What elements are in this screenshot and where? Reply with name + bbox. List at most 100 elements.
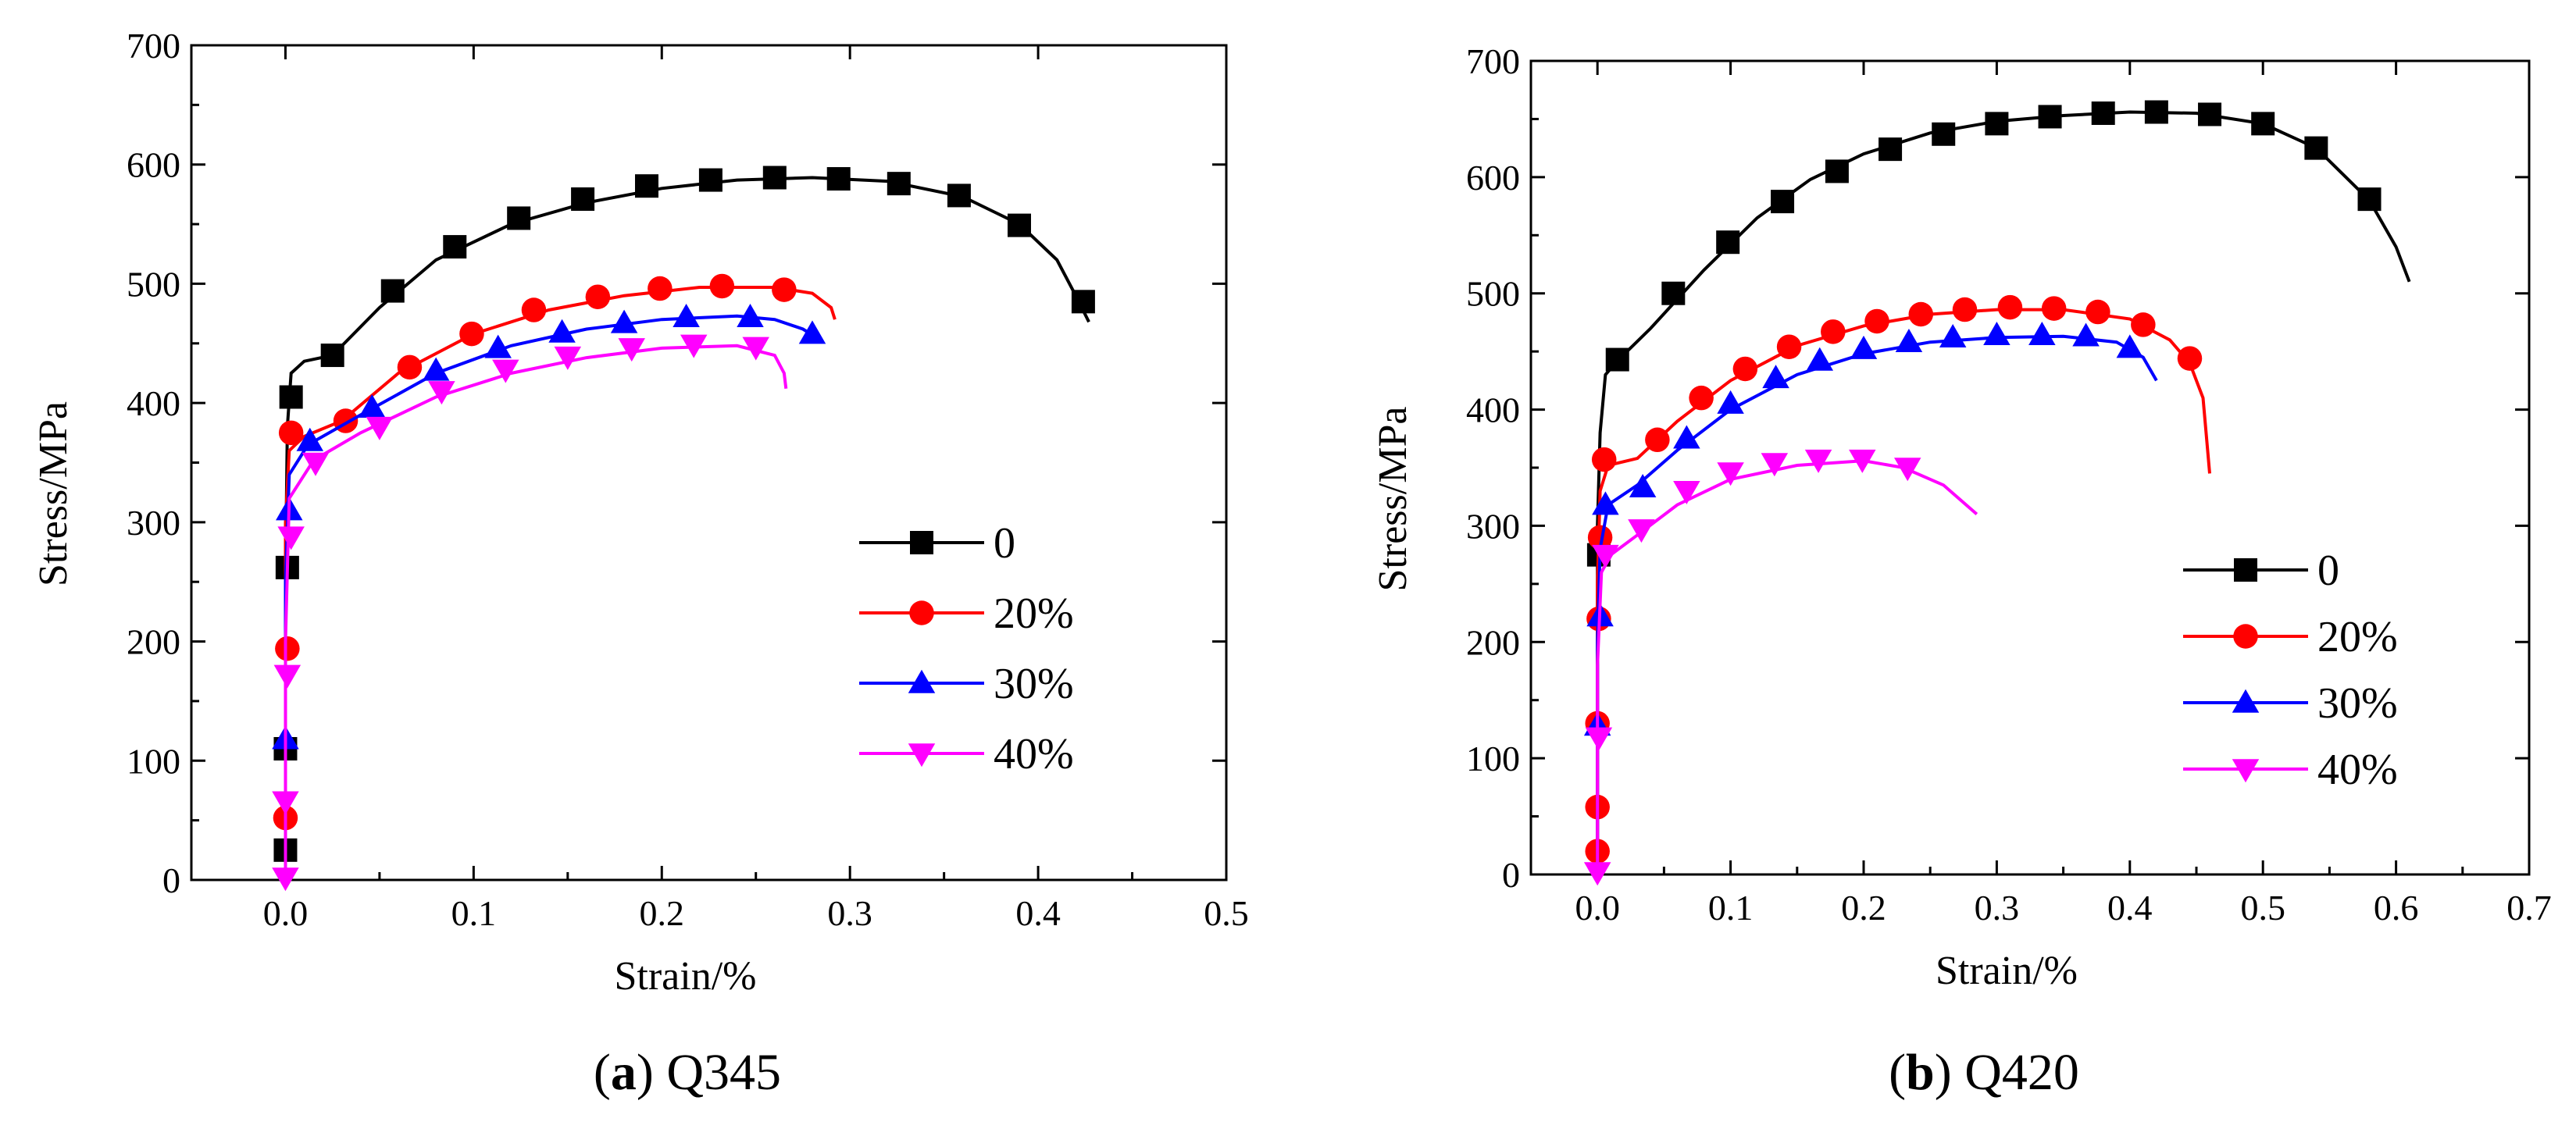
x-tick-label: 0.4: [2107, 888, 2153, 928]
data-point: [1983, 322, 2010, 346]
data-point: [571, 187, 595, 212]
chart-panel-q420: 0.0 0.1 0.2 0.3 0.4 0.5 0.6 0.7 0 100 200 300 400 500…: [1371, 41, 2552, 993]
y-tick-label: 100: [1466, 739, 1520, 778]
data-point: [1762, 365, 1789, 389]
data-point: [742, 337, 769, 361]
y-tick-label: 400: [1466, 390, 1520, 430]
data-point: [2028, 322, 2056, 346]
x-tick-label: 0.3: [1975, 888, 2020, 928]
series-0: [273, 166, 1095, 880]
legend-entry: 30%: [859, 660, 1074, 708]
data-point: [762, 166, 787, 190]
data-point: [1932, 122, 1956, 146]
chart-panel-q345: 0.0 0.1 0.2 0.3 0.4 0.5 0 100 200 300 400 500 600 700…: [31, 26, 1249, 999]
data-point: [320, 344, 344, 368]
data-point: [1821, 319, 1846, 344]
data-point: [2116, 334, 2144, 358]
series-30pct: [272, 303, 826, 880]
data-point: [1717, 462, 1744, 486]
legend-marker: [2233, 624, 2258, 649]
data-point: [1605, 347, 1629, 372]
series-20pct: [273, 273, 837, 880]
y-tick-label: 200: [127, 622, 180, 662]
series-20pct: [1585, 294, 2211, 874]
data-point: [680, 334, 708, 358]
legend-label: 30%: [994, 660, 1074, 708]
data-point: [459, 321, 484, 347]
data-point: [273, 664, 301, 689]
data-point: [380, 279, 405, 303]
data-point: [1071, 290, 1095, 314]
data-point: [947, 183, 971, 208]
x-tick-label: 0.5: [1204, 893, 1249, 933]
data-point: [278, 420, 304, 446]
caption-a: (a) Q345: [594, 1044, 781, 1101]
data-point: [1893, 458, 1921, 482]
series-line: [284, 286, 837, 880]
data-point: [443, 235, 467, 259]
data-point: [709, 273, 735, 299]
data-point: [1825, 159, 1849, 183]
legend-marker: [908, 669, 936, 693]
x-axis-title: Strain/%: [615, 954, 757, 999]
data-point: [1591, 447, 1617, 472]
x-tick-label: 0.2: [1841, 888, 1886, 928]
series-40pct: [1583, 449, 1978, 886]
data-point: [737, 303, 764, 327]
data-point: [1661, 281, 1686, 305]
data-point: [2144, 100, 2168, 124]
legend-marker: [2234, 558, 2257, 582]
y-tick-label: 700: [1466, 41, 1520, 81]
y-tick-label: 300: [127, 503, 180, 543]
legend-label: 20%: [2317, 613, 2398, 661]
data-point: [484, 334, 512, 358]
series-line: [1596, 308, 2211, 874]
x-tick-label: 0.1: [451, 893, 497, 933]
data-point: [826, 167, 851, 191]
data-point: [1585, 727, 1613, 751]
series-line: [284, 176, 1090, 880]
data-point: [1878, 137, 1903, 162]
y-axis-title: Stress/MPa: [1371, 407, 1415, 592]
data-point: [1587, 525, 1613, 550]
data-point: [2072, 322, 2100, 347]
data-point: [1806, 347, 1834, 371]
data-point: [1761, 453, 1789, 477]
legend-label: 40%: [994, 730, 1074, 778]
y-axis-title: Stress/MPa: [31, 401, 76, 586]
data-point: [1629, 474, 1657, 498]
series-line: [284, 344, 788, 880]
data-point: [279, 385, 303, 409]
legend-label: 30%: [2317, 679, 2398, 728]
data-point: [507, 206, 531, 230]
data-point: [521, 297, 547, 322]
data-point: [1952, 297, 1978, 322]
data-point: [1985, 112, 2009, 136]
x-tick-label: 0.6: [2374, 888, 2419, 928]
x-tick-label: 0.3: [827, 893, 872, 933]
data-point: [1771, 190, 1795, 214]
data-point: [798, 320, 826, 344]
data-point: [301, 452, 330, 476]
data-point: [492, 359, 519, 383]
data-point: [422, 357, 450, 381]
caption-b: (b) Q420: [1889, 1044, 2079, 1101]
legend-entry: 0: [2183, 547, 2339, 595]
data-point: [2198, 102, 2222, 126]
data-point: [1008, 213, 1031, 237]
x-tick-label: 0.2: [640, 893, 685, 933]
data-point: [1804, 449, 1832, 473]
data-point: [554, 346, 582, 370]
data-point: [275, 636, 300, 661]
data-point: [1776, 334, 1802, 359]
data-point: [1628, 519, 1655, 543]
legend-marker: [2232, 689, 2260, 713]
y-tick-label: 0: [1502, 855, 1520, 895]
data-point: [2038, 105, 2062, 129]
data-point: [610, 309, 638, 333]
series-0: [1586, 100, 2411, 874]
data-point: [1732, 356, 1758, 382]
series-line: [1596, 459, 1978, 874]
data-point: [635, 174, 658, 198]
